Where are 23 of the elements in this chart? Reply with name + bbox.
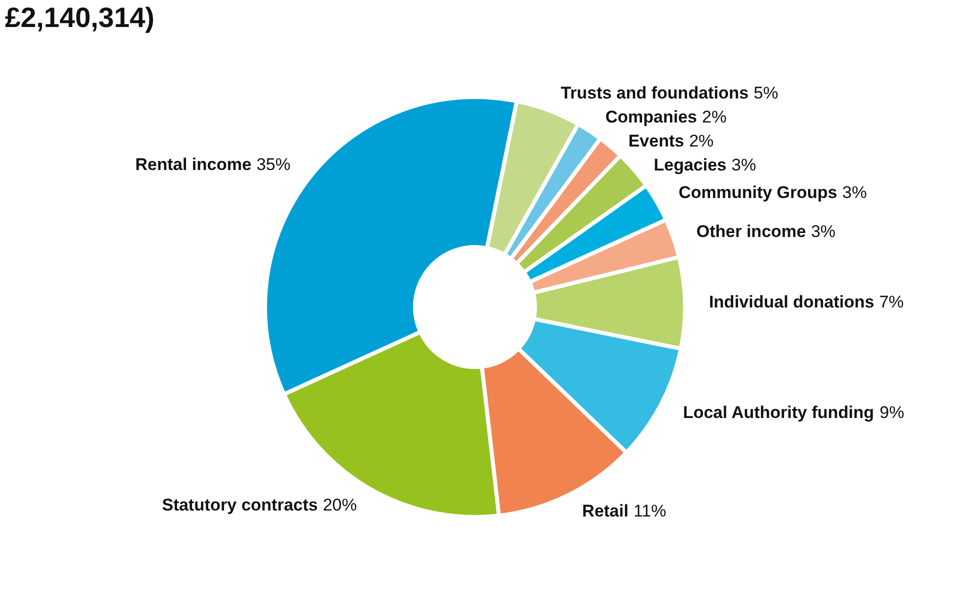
slice-label: Legacies [654, 155, 727, 174]
slice-label: Individual donations [708, 292, 874, 312]
data-label: 2% [689, 131, 714, 150]
data-label: 3% [810, 222, 836, 242]
data-label: 2% [702, 107, 727, 126]
data-label: 7% [879, 292, 904, 312]
slice-label: Rental income [135, 155, 252, 174]
data-label: 3% [842, 183, 867, 202]
slice-label: Companies [605, 107, 698, 126]
chart-title: £2,140,314) [5, 2, 154, 33]
slice-label: Statutory contracts [162, 496, 318, 515]
slice-label: Local Authority funding [682, 402, 874, 422]
data-label: 3% [732, 155, 756, 174]
data-label: 20% [322, 496, 357, 515]
slice-label: Other income [696, 222, 806, 242]
data-label: 35% [256, 155, 290, 174]
slice-label: Retail [582, 501, 628, 520]
slice-label: Trusts and foundations [560, 83, 749, 102]
data-label: 11% [633, 501, 666, 520]
slice-label: Community Groups [678, 183, 838, 202]
data-label: 9% [880, 402, 904, 422]
data-label: 5% [754, 83, 778, 102]
slice-label: Events [628, 131, 684, 150]
